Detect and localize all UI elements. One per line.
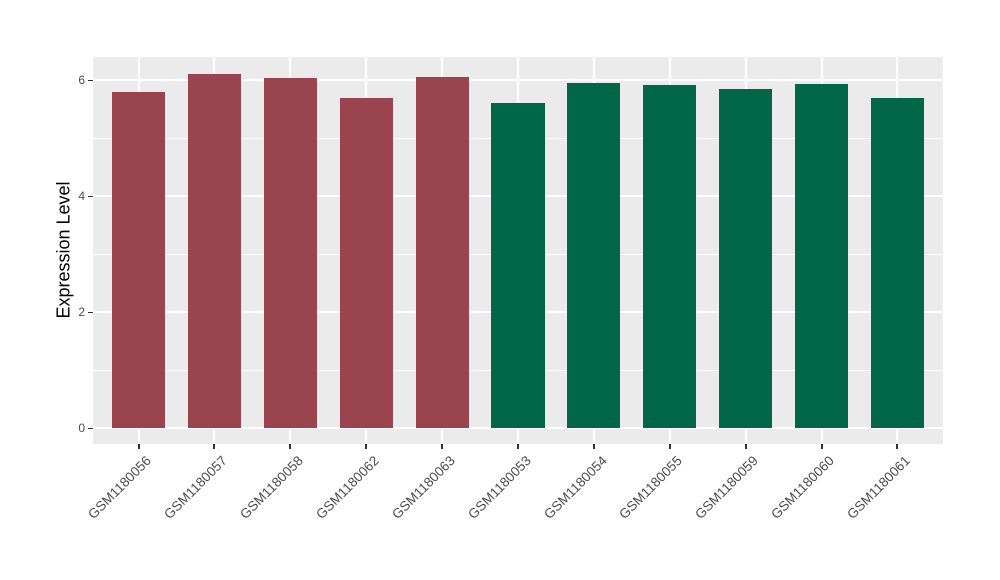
x-tick-mark-GSM1180061 [896,444,899,449]
x-tick-mark-GSM1180058 [289,444,292,449]
bar-GSM1180060 [795,84,849,429]
x-tick-label-GSM1180058: GSM1180058 [237,453,306,522]
x-tick-label-GSM1180054: GSM1180054 [540,453,610,522]
x-tick-label-GSM1180055: GSM1180055 [616,453,686,522]
bar-GSM1180057 [187,74,241,429]
x-tick-label-GSM1180060: GSM1180060 [768,453,838,522]
bar-GSM1180056 [111,92,166,429]
x-tick-label-GSM1180056: GSM1180056 [85,453,155,522]
bar-GSM1180055 [643,84,697,429]
bar-GSM1180054 [567,82,621,429]
bar-GSM1180059 [719,88,773,429]
x-tick-mark-GSM1180059 [744,444,747,449]
x-tick-mark-GSM1180062 [365,444,368,449]
bar-GSM1180058 [263,78,317,429]
x-tick-mark-GSM1180054 [592,444,595,449]
x-tick-label-GSM1180059: GSM1180059 [692,453,762,522]
x-tick-label-GSM1180057: GSM1180057 [161,453,231,522]
y-tick-label-4: 4 [78,189,85,204]
bar-GSM1180061 [870,98,925,429]
y-tick-label-0: 0 [78,421,85,436]
x-tick-label-GSM1180063: GSM1180063 [388,453,458,522]
y-tick-mark-4 [88,195,93,197]
x-tick-mark-GSM1180063 [441,444,444,449]
x-tick-label-GSM1180062: GSM1180062 [313,453,382,522]
x-tick-label-GSM1180053: GSM1180053 [464,453,534,522]
y-tick-mark-6 [88,79,93,81]
bar-GSM1180062 [339,98,393,429]
y-tick-mark-2 [88,311,93,313]
x-tick-mark-GSM1180056 [137,444,140,449]
x-tick-mark-GSM1180057 [213,444,216,449]
y-tick-label-2: 2 [78,305,85,320]
x-tick-mark-GSM1180060 [820,444,823,449]
x-tick-mark-GSM1180053 [517,444,519,449]
bar-GSM1180063 [415,76,469,429]
y-tick-mark-0 [88,427,93,429]
bar-GSM1180053 [491,102,545,429]
plot-panel [93,57,943,444]
x-tick-mark-GSM1180055 [668,444,671,449]
y-tick-label-6: 6 [78,73,85,88]
x-tick-label-GSM1180061: GSM1180061 [844,453,914,522]
